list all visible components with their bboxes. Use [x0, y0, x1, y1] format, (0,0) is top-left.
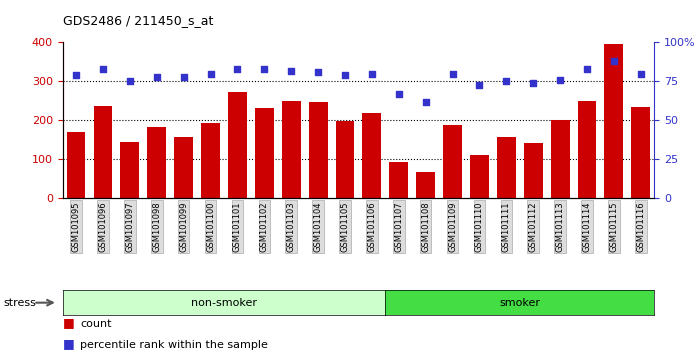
Text: non-smoker: non-smoker: [191, 298, 257, 308]
Text: ■: ■: [63, 316, 74, 329]
Text: smoker: smoker: [499, 298, 540, 308]
Point: [555, 77, 566, 83]
Bar: [389, 162, 408, 198]
Point: [608, 58, 619, 64]
Point: [501, 79, 512, 84]
Point: [635, 71, 647, 76]
Point: [340, 72, 351, 78]
Point: [313, 69, 324, 75]
Text: percentile rank within the sample: percentile rank within the sample: [80, 341, 268, 350]
Bar: [120, 142, 139, 198]
Text: count: count: [80, 319, 111, 329]
Bar: [93, 106, 112, 198]
Point: [420, 99, 432, 104]
Bar: [578, 101, 596, 198]
Bar: [148, 127, 166, 198]
Bar: [335, 121, 354, 198]
Point: [70, 72, 81, 78]
Point: [366, 71, 377, 76]
Bar: [605, 45, 624, 198]
Point: [393, 91, 404, 97]
Bar: [282, 101, 301, 198]
Point: [151, 74, 162, 80]
Point: [528, 80, 539, 86]
Bar: [443, 125, 462, 198]
Point: [97, 66, 109, 72]
Bar: [174, 137, 193, 198]
Bar: [524, 143, 543, 198]
Point: [285, 68, 296, 73]
Point: [474, 82, 485, 87]
Point: [125, 79, 136, 84]
Bar: [201, 123, 220, 198]
Text: ■: ■: [63, 337, 74, 350]
Point: [447, 71, 458, 76]
Point: [581, 66, 592, 72]
Bar: [416, 172, 435, 198]
Point: [232, 66, 243, 72]
Point: [259, 66, 270, 72]
Bar: [631, 107, 650, 198]
Text: GDS2486 / 211450_s_at: GDS2486 / 211450_s_at: [63, 14, 213, 27]
Bar: [309, 102, 328, 198]
Point: [178, 74, 189, 80]
Point: [205, 71, 216, 76]
Bar: [551, 120, 569, 198]
Text: stress: stress: [3, 298, 36, 308]
Bar: [228, 92, 247, 198]
Bar: [67, 132, 86, 198]
Bar: [255, 108, 274, 198]
Bar: [363, 113, 381, 198]
Bar: [470, 155, 489, 198]
Bar: [497, 137, 516, 198]
